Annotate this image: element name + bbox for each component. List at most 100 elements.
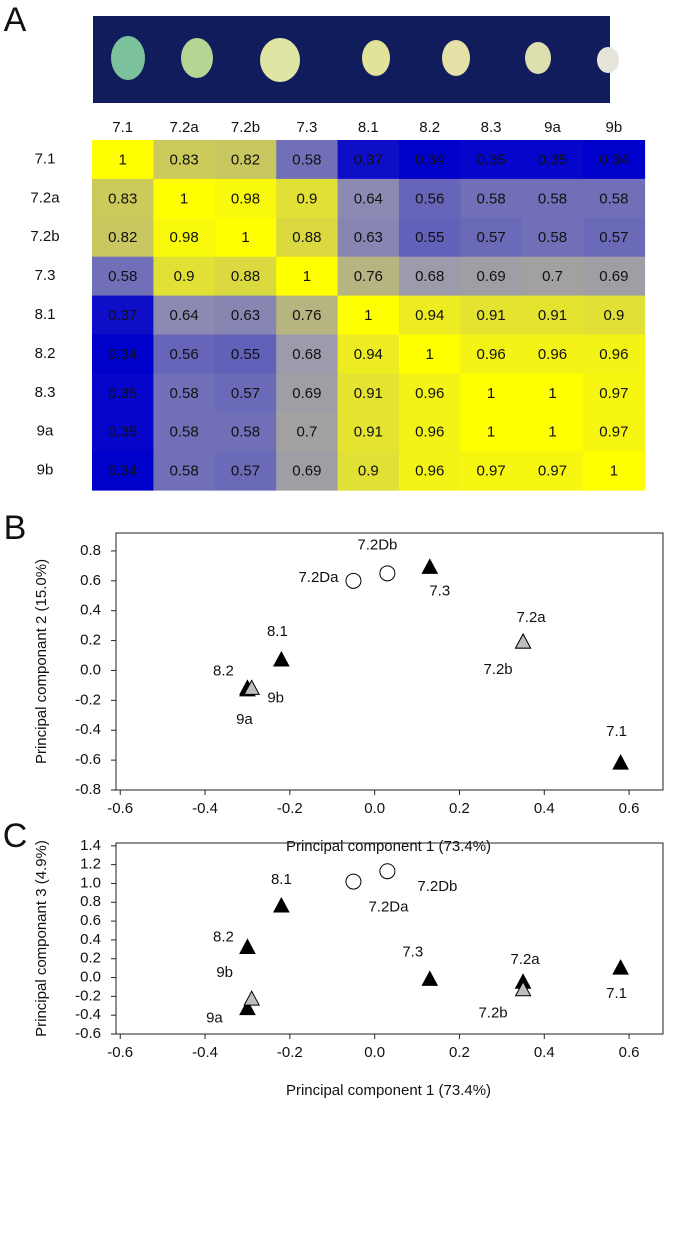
heatmap-cell (337, 373, 400, 413)
cell-label: 0.97 (599, 385, 628, 402)
cell-label: 0.91 (476, 307, 505, 324)
cell-label: 0.94 (354, 346, 383, 363)
cell-label: 0.34 (415, 151, 444, 168)
column-label: 7.1 (112, 119, 133, 136)
cell-label: 0.9 (174, 268, 195, 285)
cell-label: 1 (548, 385, 556, 402)
heatmap-cell (583, 217, 646, 258)
y-tick-label: 0.2 (80, 632, 101, 649)
cell-label: 0.96 (415, 385, 444, 402)
cell-label: 0.98 (169, 229, 198, 246)
heatmap-cell (583, 256, 646, 297)
cell-label: 0.88 (292, 229, 321, 246)
point-label: 7.2Da (368, 899, 409, 916)
cell-label: 0.97 (599, 424, 628, 441)
cell-label: 0.37 (108, 307, 137, 324)
heatmap-cell (521, 140, 584, 180)
heatmap-cell (583, 412, 646, 452)
point (421, 970, 439, 986)
cell-label: 0.37 (354, 151, 383, 168)
point (239, 938, 256, 954)
cell-label: 0.58 (169, 385, 198, 402)
heatmap-cell (92, 412, 154, 452)
heatmap-cell (153, 256, 216, 297)
cell-label: 1 (610, 463, 618, 480)
heatmap-cell (337, 334, 400, 374)
row-label: 9a (37, 423, 54, 440)
heatmap-cell (460, 334, 523, 374)
heatmap-cell (399, 412, 461, 452)
heatmap-cell (337, 451, 400, 491)
heatmap-cell (92, 373, 154, 413)
cell-label: 0.97 (538, 463, 567, 480)
cell-label: 0.94 (415, 307, 444, 324)
point (379, 565, 396, 582)
heatmap-cell (153, 373, 216, 413)
x-tick-label: 0.2 (449, 800, 470, 817)
cell-label: 0.58 (292, 151, 321, 168)
point (514, 980, 532, 997)
cell-label: 0.91 (354, 424, 383, 441)
cell-label: 0.9 (296, 190, 317, 207)
cell-label: 0.96 (538, 346, 567, 363)
heatmap-cell (521, 334, 584, 374)
cell-label: 0.82 (231, 151, 260, 168)
point (345, 873, 362, 890)
heatmap-cell (460, 178, 523, 219)
point (379, 863, 396, 880)
row-label: 7.2a (30, 189, 60, 206)
cell-label: 0.58 (538, 190, 567, 207)
heatmap-cell (337, 217, 400, 258)
cell-label: 0.58 (476, 190, 505, 207)
cell-label: 0.57 (231, 463, 260, 480)
cell-label: 0.56 (169, 346, 198, 363)
seed (260, 38, 300, 82)
point-label: 9a (206, 1010, 223, 1027)
point-label: 9a (236, 711, 253, 728)
column-label: 7.2a (169, 119, 199, 136)
cell-label: 1 (548, 424, 556, 441)
heatmap-cell (521, 412, 584, 452)
y-tick-label: -0.4 (75, 721, 101, 738)
heatmap-cell (214, 295, 277, 335)
column-label: 9b (606, 119, 623, 136)
cell-label: 0.64 (169, 307, 198, 324)
cell-label: 0.58 (231, 424, 260, 441)
cell-label: 1 (303, 268, 311, 285)
cell-label: 1 (119, 151, 127, 168)
cell-label: 0.34 (108, 346, 137, 363)
seed (525, 42, 551, 74)
x-tick-label: 0.4 (534, 1044, 555, 1061)
y-tick-label: 0.4 (80, 931, 101, 948)
cell-label: 0.69 (292, 385, 321, 402)
heatmap-cell (153, 140, 216, 180)
cell-label: 0.34 (599, 151, 628, 168)
heatmap-cell (399, 140, 461, 180)
heatmap-cell (583, 373, 646, 413)
heatmap-cell (337, 256, 400, 297)
x-axis-title: Principal component 1 (73.4%) (286, 1082, 491, 1099)
point-label: 8.1 (271, 871, 292, 888)
y-tick-label: 0.0 (80, 969, 101, 986)
point-label: 7.2Da (298, 569, 339, 586)
seed (362, 40, 390, 76)
heatmap-cell (460, 373, 523, 413)
cell-label: 0.68 (415, 268, 444, 285)
point-label: 7.2a (516, 609, 546, 626)
plot-frame (115, 842, 664, 1035)
point-label: 7.2b (478, 1005, 507, 1022)
point (273, 896, 290, 913)
heatmap-cell (276, 334, 339, 374)
heatmap-cell (583, 295, 646, 335)
cell-label: 0.83 (169, 151, 198, 168)
heatmap-cell (153, 334, 216, 374)
cell-label: 0.56 (415, 190, 444, 207)
cell-label: 0.88 (231, 268, 260, 285)
cell-label: 1 (180, 190, 188, 207)
heatmap-cell (214, 140, 277, 180)
point-label: 7.2a (510, 951, 540, 968)
column-label: 7.2b (231, 119, 260, 136)
point-label: 7.3 (429, 582, 450, 599)
cell-label: 0.35 (108, 424, 137, 441)
